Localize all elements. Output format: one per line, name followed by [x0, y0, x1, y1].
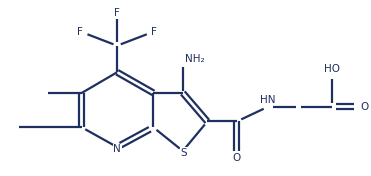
- Text: F: F: [77, 27, 83, 37]
- Text: O: O: [233, 153, 241, 163]
- Text: N: N: [113, 144, 121, 154]
- Text: HO: HO: [324, 64, 340, 74]
- Text: HN: HN: [260, 95, 276, 105]
- Text: S: S: [180, 148, 187, 158]
- Text: F: F: [151, 27, 157, 37]
- Text: F: F: [114, 8, 120, 18]
- Text: O: O: [360, 102, 368, 112]
- Text: NH₂: NH₂: [185, 54, 204, 64]
